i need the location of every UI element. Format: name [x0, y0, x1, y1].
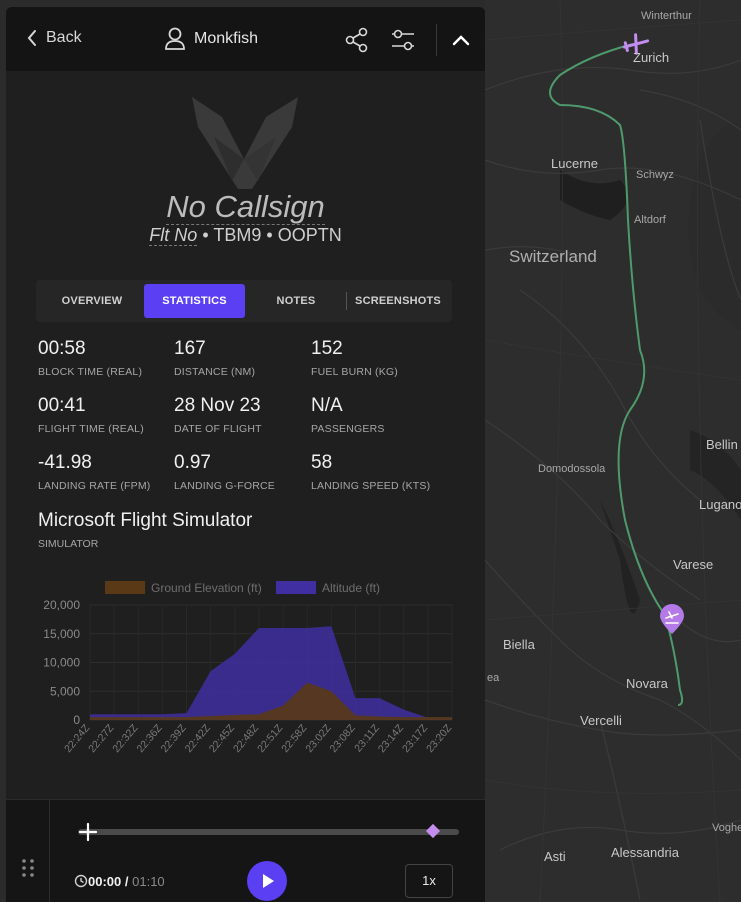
time-separator: / [124, 874, 129, 889]
topbar-divider [436, 24, 437, 56]
speed-button[interactable]: 1x [405, 864, 453, 898]
share-icon[interactable] [344, 27, 370, 53]
y-tick-label: 20,000 [43, 598, 80, 612]
stat-flight-time: 00:41 FLIGHT TIME (REAL) [38, 395, 144, 435]
back-label: Back [46, 29, 82, 46]
back-button[interactable]: Back [26, 29, 82, 47]
slider-handle[interactable] [78, 822, 98, 842]
map-label: Altdorf [634, 214, 666, 226]
chevron-up-icon[interactable] [448, 27, 474, 53]
playback-time: 00:00 / 01:10 [88, 874, 165, 889]
drag-grip-icon [22, 859, 34, 877]
app-logo [192, 97, 298, 189]
user-profile[interactable]: Monkfish [164, 27, 258, 51]
map-label: Vercelli [580, 713, 622, 728]
flight-subline: Flt No • TBM9 • OOPTN [6, 225, 485, 246]
map-label: Lucerne [551, 156, 598, 171]
map-label: Bellin [706, 437, 738, 452]
tab-overview[interactable]: OVERVIEW [61, 295, 123, 307]
map-label: ea [487, 672, 500, 684]
stat-landing-g-force: 0.97 LANDING G-FORCE [174, 452, 276, 492]
chevron-left-icon [27, 30, 36, 46]
landing-marker[interactable] [425, 823, 441, 839]
stat-distance: 167 DISTANCE (NM) [174, 338, 256, 378]
registration: OOPTN [277, 225, 342, 245]
stat-fuel-burn: 152 FUEL BURN (KG) [311, 338, 398, 378]
airplane-icon[interactable] [622, 32, 650, 56]
separator-2: • [266, 225, 273, 245]
map-label: Biella [503, 637, 535, 652]
altitude-area [90, 626, 452, 720]
y-tick-label: 5,000 [50, 684, 80, 698]
y-tick-label: 15,000 [43, 627, 80, 641]
total-time: 01:10 [132, 874, 165, 889]
map-label: Switzerland [509, 247, 597, 266]
playback-slider[interactable] [72, 822, 462, 842]
stat-block-time: 00:58 BLOCK TIME (REAL) [38, 338, 143, 378]
map-label: Zurich [633, 50, 670, 65]
callsign-title[interactable]: No Callsign [166, 189, 325, 225]
tab-separator [346, 292, 347, 310]
user-name: Monkfish [194, 30, 259, 47]
play-icon [263, 874, 274, 888]
ground-elevation-area [90, 682, 452, 720]
stat-landing-speed: 58 LANDING SPEED (KTS) [311, 452, 431, 492]
top-bar: Back Monkfish [6, 7, 485, 71]
legend-label[interactable]: Ground Elevation (ft) [151, 581, 262, 595]
legend-swatch[interactable] [105, 581, 145, 594]
aircraft-type: TBM9 [213, 225, 262, 245]
map-label: Lugano [699, 497, 741, 512]
y-tick-label: 0 [73, 713, 80, 727]
elevation-altitude-chart[interactable]: 05,00010,00015,00020,00022:24Z22:27Z22:3… [6, 567, 485, 797]
map-label: Novara [626, 676, 668, 691]
separator-1: • [202, 225, 209, 245]
flight-details-panel: Back Monkfish [6, 7, 485, 902]
history-icon [74, 874, 88, 888]
legend-swatch[interactable] [276, 581, 316, 594]
current-time: 00:00 [88, 874, 122, 889]
tab-notes[interactable]: NOTES [276, 295, 316, 307]
map-label: Varese [673, 557, 714, 572]
landing-marker-icon[interactable] [660, 604, 684, 634]
sliders-icon[interactable] [390, 27, 416, 53]
map-label: Asti [544, 849, 566, 864]
drag-grip[interactable] [6, 800, 50, 902]
tab-screenshots[interactable]: SCREENSHOTS [355, 295, 441, 307]
stat-date-of-flight: 28 Nov 23 DATE OF FLIGHT [174, 395, 262, 435]
flight-number-label[interactable]: Flt No [149, 225, 198, 246]
map-label: Alessandria [611, 845, 679, 860]
map-label: Voghe [712, 822, 741, 834]
play-button[interactable] [247, 861, 287, 901]
map-label: Domodossola [538, 463, 606, 475]
stat-passengers: N/A PASSENGERS [311, 395, 385, 435]
tab-statistics[interactable]: STATISTICS [144, 284, 245, 318]
tab-bar: OVERVIEW STATISTICS NOTES SCREENSHOTS [36, 280, 452, 322]
y-tick-label: 10,000 [43, 656, 80, 670]
x-tick-label: 23:20Z [424, 722, 455, 755]
x-tick-label: 23:08Z [328, 722, 359, 755]
stat-landing-rate: -41.98 LANDING RATE (FPM) [38, 452, 151, 492]
map-label: Schwyz [636, 169, 674, 181]
stat-simulator: Microsoft Flight Simulator SIMULATOR [38, 510, 253, 550]
legend-label[interactable]: Altitude (ft) [322, 581, 380, 595]
map-label: Winterthur [641, 10, 692, 22]
user-icon [165, 27, 185, 50]
